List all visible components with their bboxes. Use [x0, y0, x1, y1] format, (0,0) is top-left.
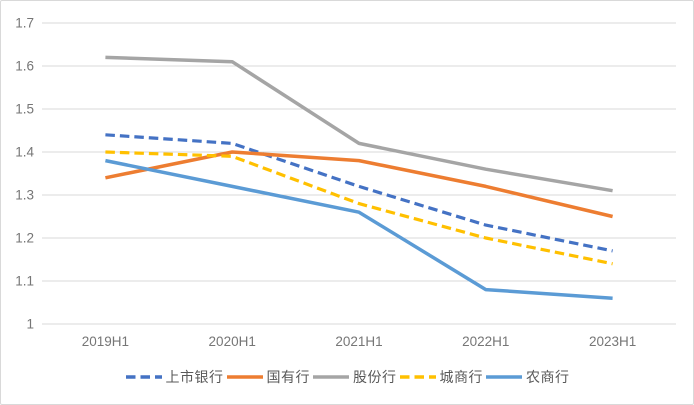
legend-item-国有行: 国有行 [226, 367, 311, 387]
y-tick-label: 1.2 [15, 231, 34, 246]
x-tick-label: 2021H1 [335, 334, 382, 349]
series-line-股份行 [105, 55, 613, 193]
legend-marker-icon [226, 375, 263, 379]
legend-marker-icon [486, 375, 522, 379]
legend-marker-icon [313, 375, 349, 379]
legend-label: 上市银行 [165, 369, 224, 385]
x-tick-label: 2022H1 [462, 334, 509, 349]
legend-label: 股份行 [353, 369, 397, 385]
series-line-农商行 [105, 158, 613, 300]
x-tick-label: 2020H1 [209, 334, 256, 349]
series-line-国有行 [105, 150, 614, 219]
legend-marker-icon [125, 375, 162, 379]
legend-item-城商行: 城商行 [399, 367, 484, 387]
legend-label: 农商行 [526, 369, 570, 385]
y-tick-label: 1.5 [15, 102, 34, 117]
legend-item-上市银行: 上市银行 [125, 367, 224, 387]
y-tick-label: 1.4 [15, 145, 34, 160]
y-tick-label: 1.1 [15, 274, 34, 289]
legend-label: 国有行 [266, 369, 310, 385]
y-tick-label: 1 [26, 317, 34, 332]
legend-item-农商行: 农商行 [485, 367, 570, 387]
y-tick-label: 1.7 [15, 16, 34, 31]
legend: 上市银行 国有行 股份行 城商行 农商行 [1, 367, 693, 387]
y-tick-label: 1.6 [15, 59, 34, 74]
x-tick-label: 2019H1 [82, 334, 129, 349]
legend-item-股份行: 股份行 [312, 367, 397, 387]
legend-label: 城商行 [439, 369, 483, 385]
x-tick-label: 2023H1 [589, 334, 636, 349]
y-tick-label: 1.3 [15, 188, 34, 203]
series-line-上市银行 [105, 133, 613, 253]
legend-marker-icon [399, 375, 436, 379]
series-line-城商行 [105, 150, 613, 266]
